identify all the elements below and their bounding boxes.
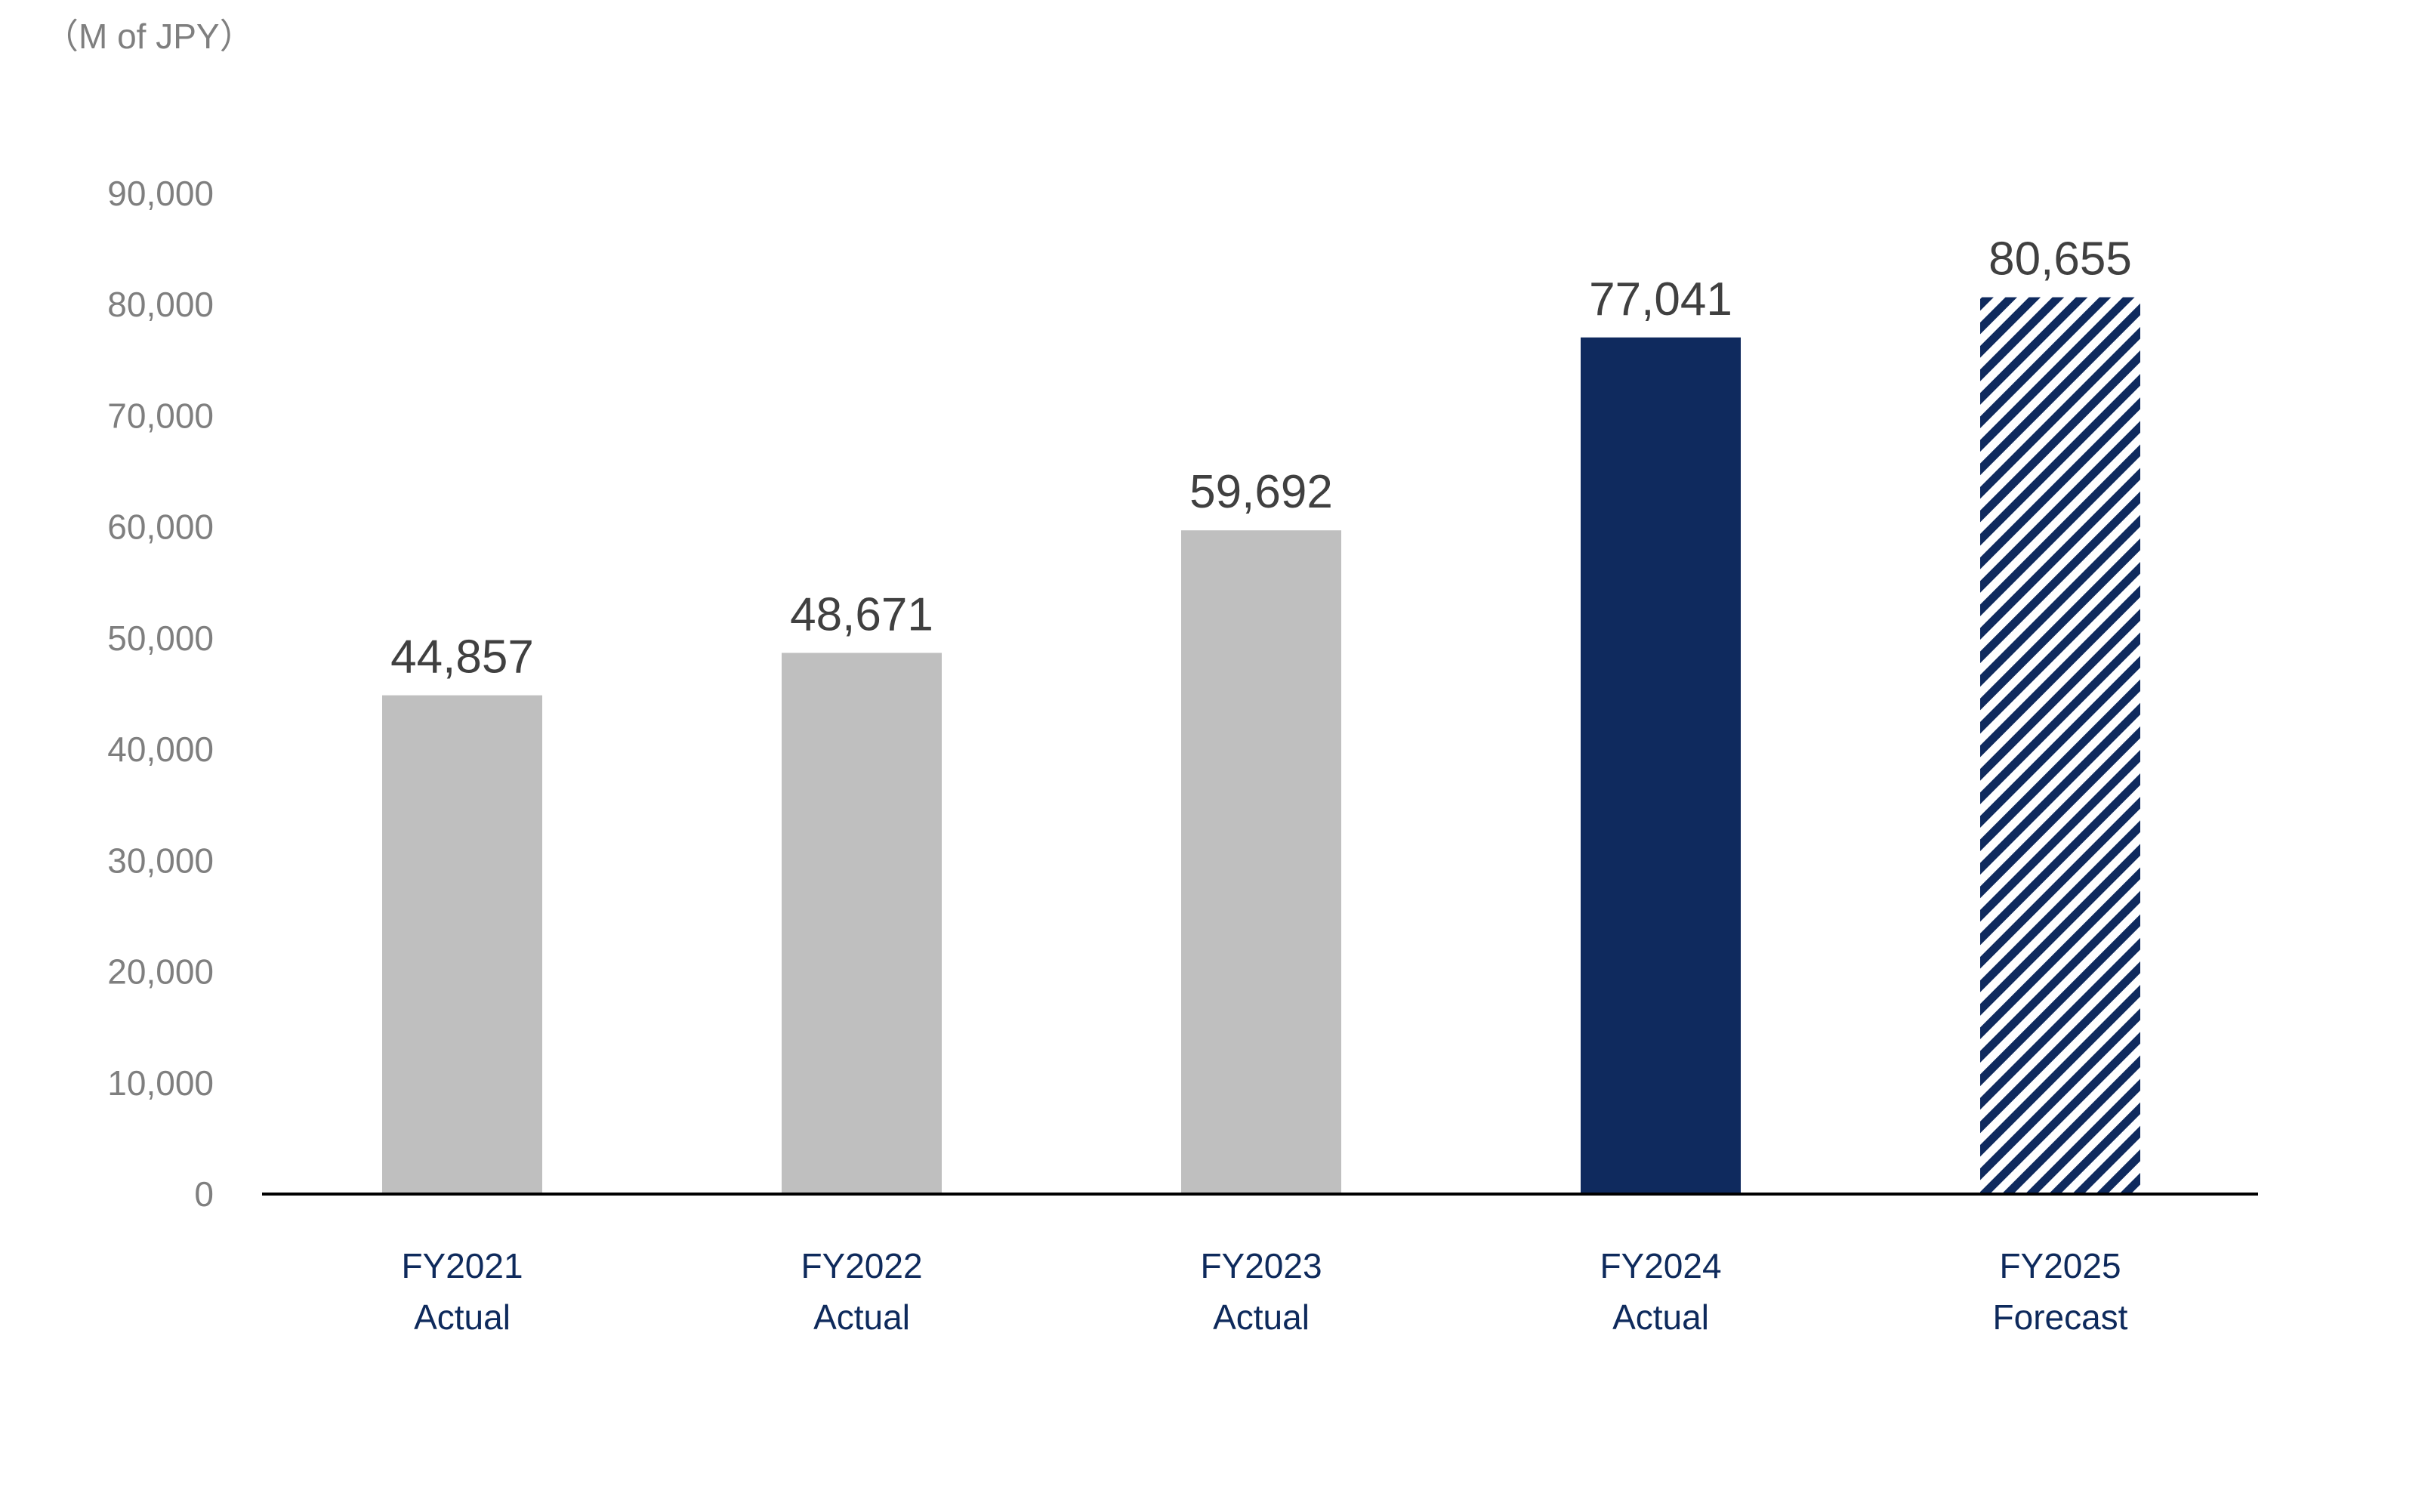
y-tick-label: 60,000 <box>107 508 214 547</box>
category-label-year: FY2025 <box>1999 1246 2121 1285</box>
bar-fy2022 <box>782 653 942 1194</box>
bar-fy2025 <box>1980 297 2140 1195</box>
bar-fy2021 <box>382 695 542 1194</box>
category-label-year: FY2021 <box>401 1246 523 1285</box>
category-label-year: FY2023 <box>1200 1246 1322 1285</box>
value-label: 80,655 <box>1988 233 2132 285</box>
category-labels-group: FY2021 Actual FY2022 Actual FY2023 Actual FY20… <box>401 1246 2127 1337</box>
y-tick-label: 0 <box>194 1174 214 1214</box>
y-tick-label: 90,000 <box>107 174 214 213</box>
bars-group <box>382 297 2140 1195</box>
y-tick-label: 80,000 <box>107 285 214 324</box>
bar-fy2024 <box>1581 337 1741 1194</box>
value-labels-group: 44,857 48,671 59,692 77,041 80,655 <box>390 233 2132 683</box>
y-axis-tick-labels: 0 10,000 20,000 30,000 40,000 50,000 60,000 70,… <box>107 174 214 1214</box>
category-label-type: Actual <box>414 1298 511 1337</box>
y-tick-label: 70,000 <box>107 396 214 435</box>
category-label-type: Forecast <box>1993 1298 2128 1337</box>
bar-fy2023 <box>1181 530 1341 1194</box>
category-label-year: FY2024 <box>1600 1246 1721 1285</box>
y-tick-label: 20,000 <box>107 952 214 992</box>
y-tick-label: 30,000 <box>107 841 214 880</box>
category-label-year: FY2022 <box>801 1246 922 1285</box>
category-label-type: Actual <box>813 1298 910 1337</box>
value-label: 48,671 <box>790 588 933 640</box>
y-tick-label: 10,000 <box>107 1063 214 1103</box>
value-label: 77,041 <box>1589 273 1732 326</box>
y-tick-label: 40,000 <box>107 730 214 769</box>
y-tick-label: 50,000 <box>107 619 214 658</box>
category-label-type: Actual <box>1612 1298 1709 1337</box>
category-label-type: Actual <box>1213 1298 1310 1337</box>
value-label: 59,692 <box>1189 466 1333 518</box>
value-label: 44,857 <box>390 631 534 683</box>
unit-label: （M of JPY） <box>44 17 255 56</box>
